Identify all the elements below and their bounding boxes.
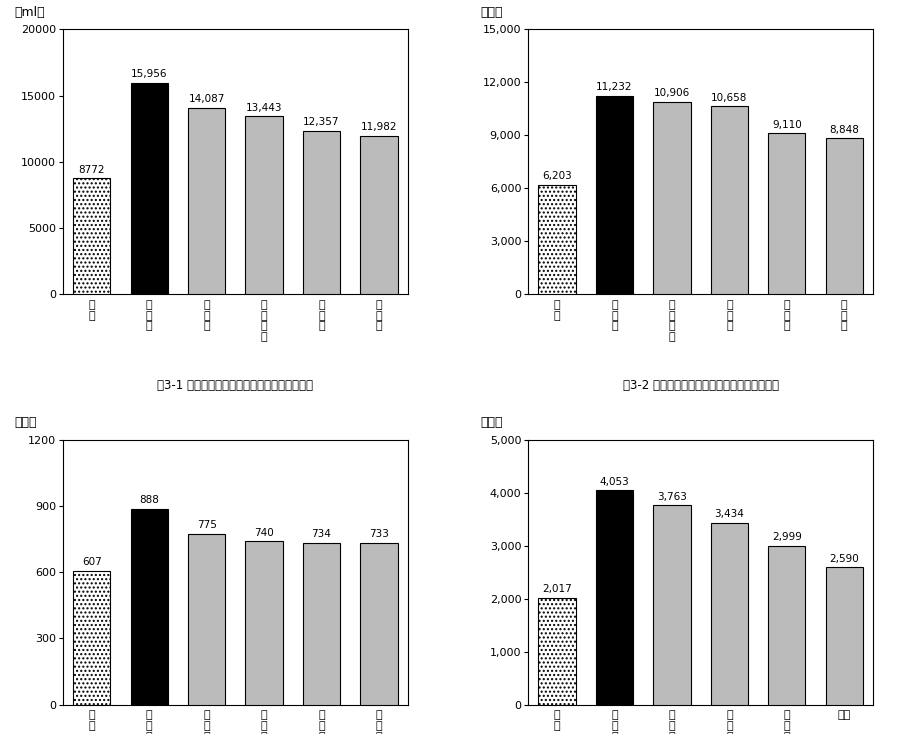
Bar (653, 101, 690, 294)
Bar (769, 546, 806, 705)
Bar (188, 534, 225, 705)
Bar (711, 523, 748, 705)
Text: 11,232: 11,232 (596, 82, 633, 92)
Text: 3,434: 3,434 (715, 509, 744, 520)
Bar (188, 108, 225, 294)
Text: 607: 607 (82, 557, 102, 567)
Bar (825, 138, 863, 294)
Text: 8,848: 8,848 (829, 125, 860, 134)
Text: 10,906: 10,906 (653, 88, 690, 98)
Text: 12,357: 12,357 (303, 117, 340, 127)
Text: 2,590: 2,590 (830, 554, 860, 564)
Bar (825, 567, 863, 705)
Bar (302, 542, 340, 705)
Text: 15,956: 15,956 (130, 70, 167, 79)
Text: 13,443: 13,443 (246, 103, 283, 113)
Bar (711, 106, 748, 294)
Text: 740: 740 (254, 528, 274, 538)
Text: 嘰3-1 「焼酒」の購入数量（二人以上の世帯）: 嘰3-1 「焼酒」の購入数量（二人以上の世帯） (158, 379, 313, 392)
Text: 10,658: 10,658 (711, 92, 748, 103)
Text: 2,999: 2,999 (772, 532, 802, 542)
Text: （ml）: （ml） (14, 6, 45, 19)
Bar (130, 83, 167, 294)
Bar (246, 116, 283, 294)
Text: （円）: （円） (480, 416, 502, 429)
Bar (73, 571, 111, 705)
Text: 8772: 8772 (78, 164, 105, 175)
Bar (130, 509, 167, 705)
Text: 11,982: 11,982 (361, 122, 397, 132)
Text: 2,017: 2,017 (542, 584, 572, 595)
Bar (653, 505, 690, 705)
Text: （回）: （回） (14, 416, 37, 429)
Bar (596, 490, 634, 705)
Bar (769, 134, 806, 294)
Text: 4,053: 4,053 (599, 476, 629, 487)
Text: 888: 888 (140, 495, 159, 505)
Text: 嘰3-2 「焼酒」の支出金額（二人以上の世帯）: 嘰3-2 「焼酒」の支出金額（二人以上の世帯） (623, 379, 778, 392)
Bar (302, 131, 340, 294)
Bar (246, 542, 283, 705)
Text: （円）: （円） (480, 6, 502, 19)
Bar (360, 136, 398, 294)
Text: 733: 733 (369, 529, 389, 539)
Text: 14,087: 14,087 (188, 94, 225, 104)
Text: 9,110: 9,110 (772, 120, 802, 130)
Text: 6,203: 6,203 (542, 171, 572, 181)
Text: 3,763: 3,763 (657, 492, 687, 502)
Bar (538, 597, 576, 705)
Bar (596, 96, 634, 294)
Bar (538, 185, 576, 294)
Text: 734: 734 (311, 529, 331, 539)
Bar (73, 178, 111, 294)
Bar (360, 543, 398, 705)
Text: 775: 775 (197, 520, 217, 530)
